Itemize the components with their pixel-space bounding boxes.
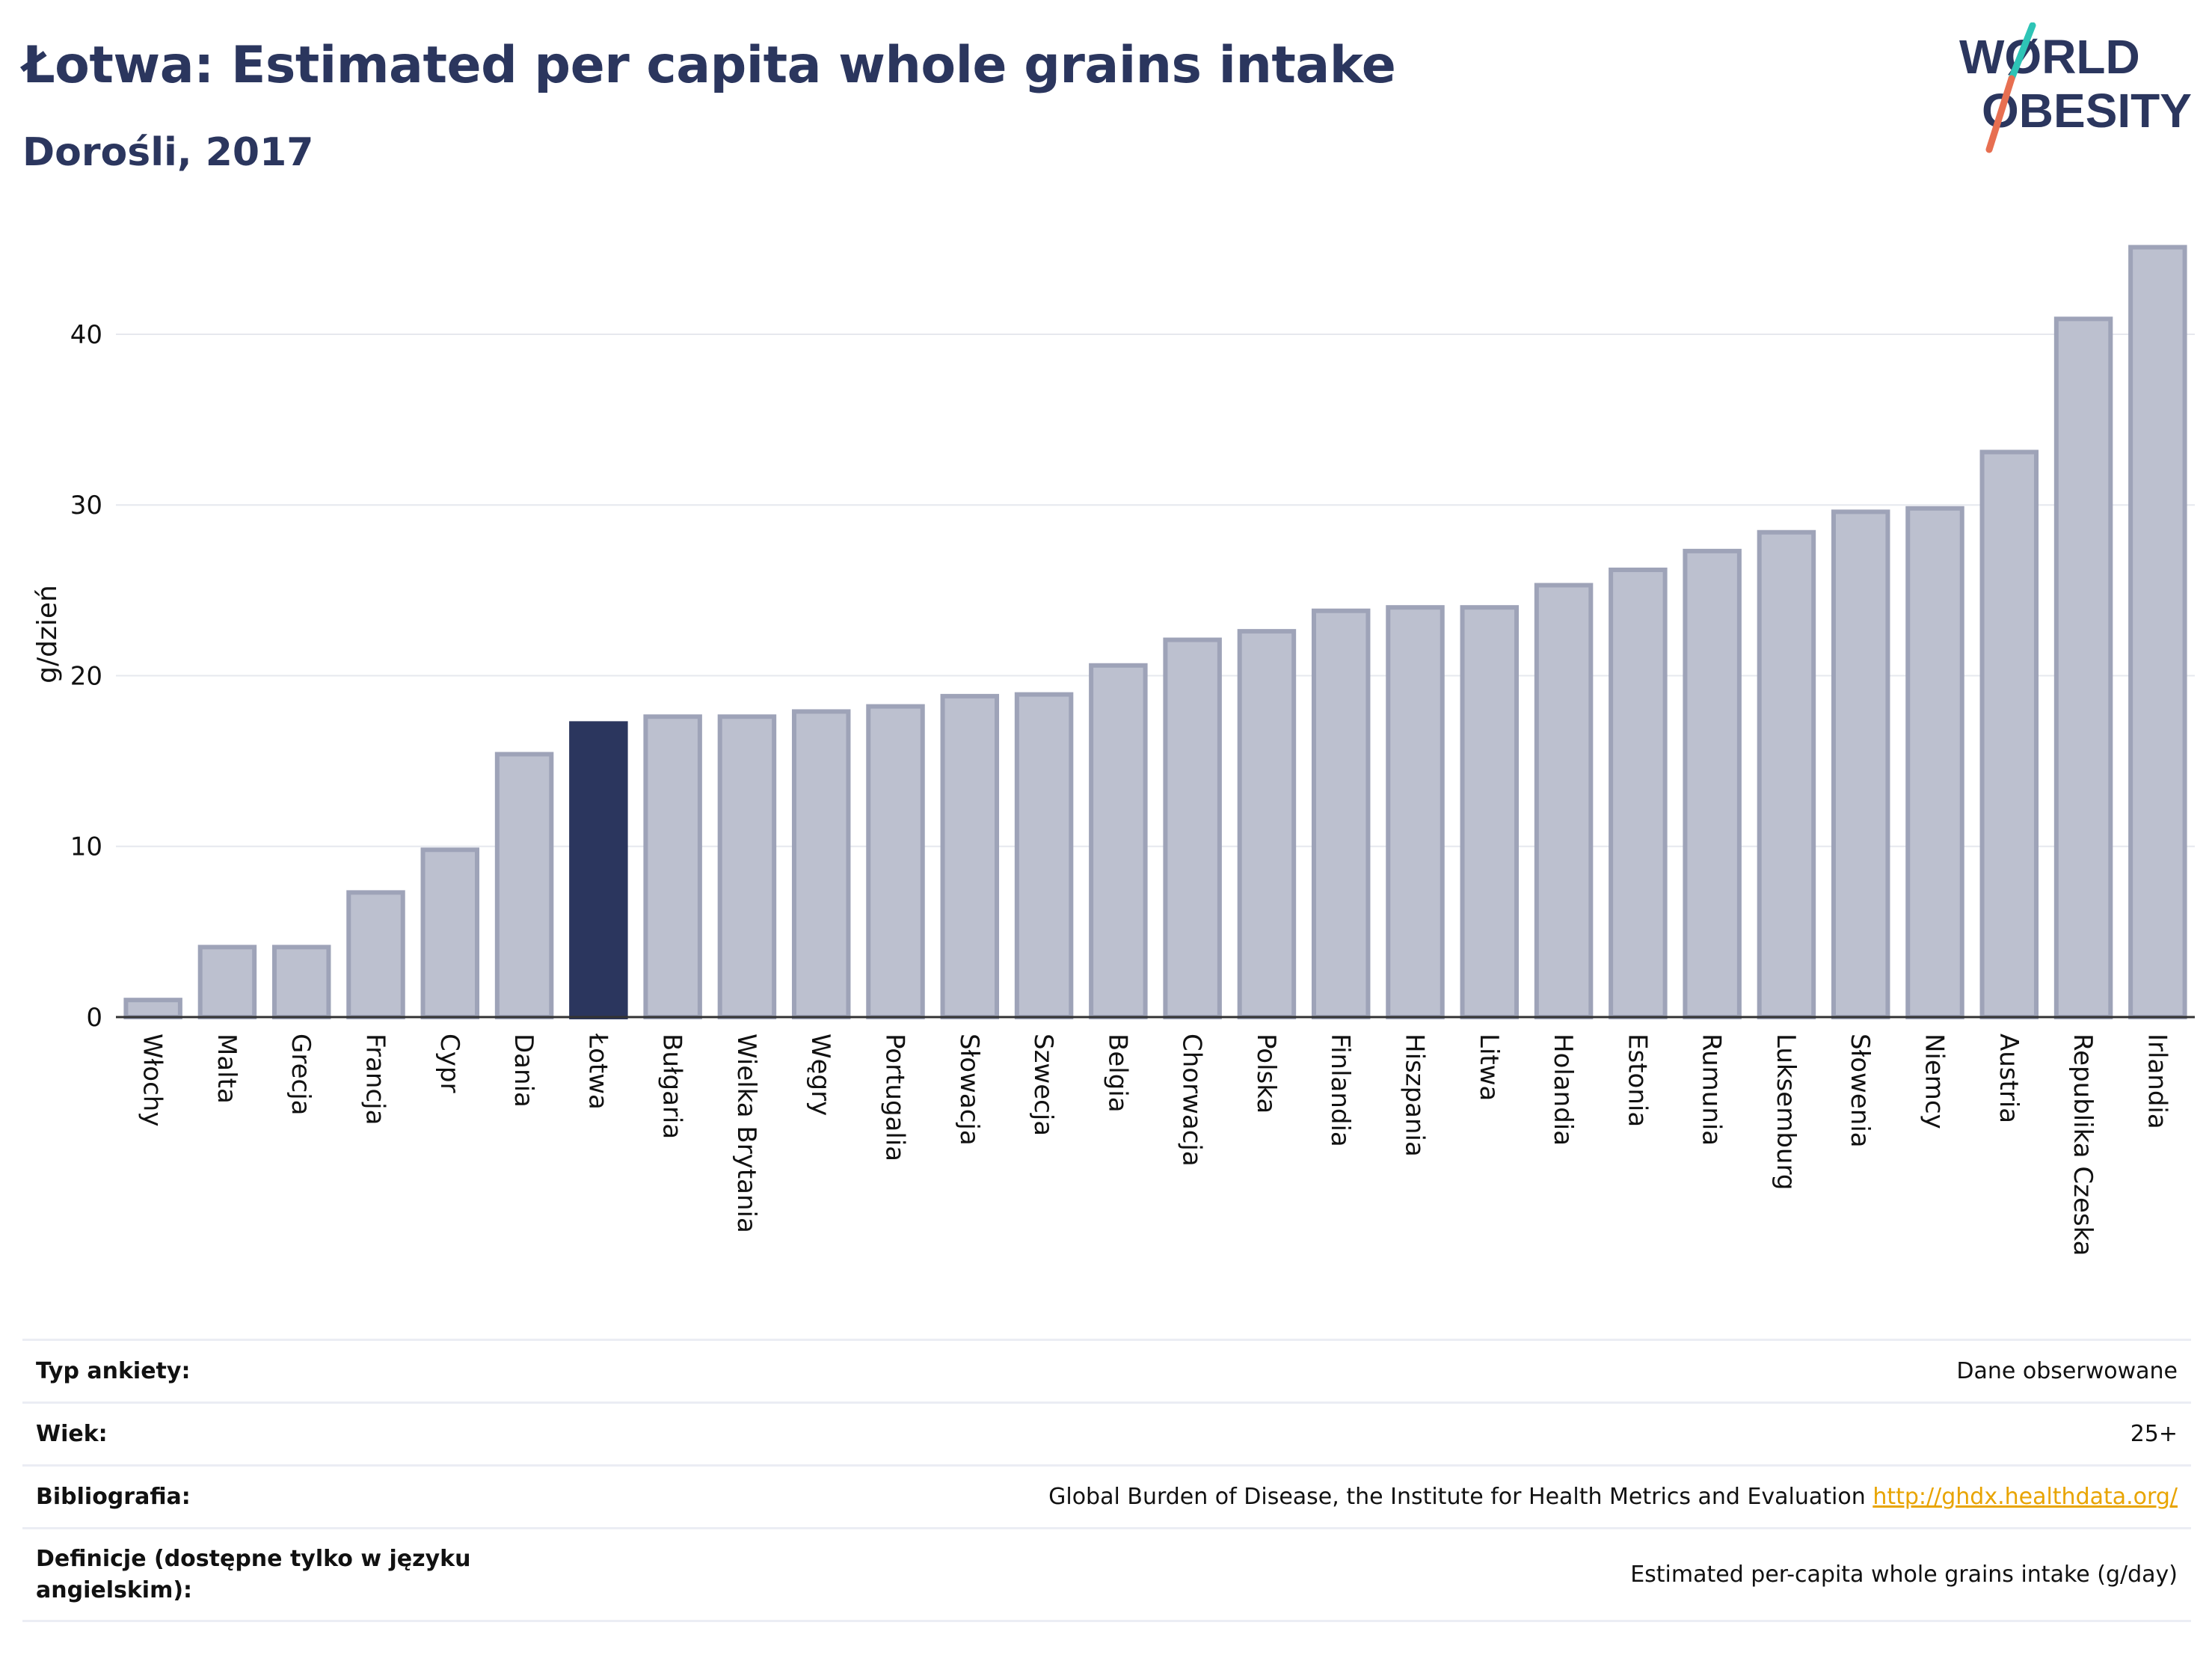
bar-hiszpania[interactable] — [1386, 605, 1445, 1019]
bar-chart: 0 10 20 30 40 Włochy Malta Grecja Francja Cypr Da… — [32, 245, 2195, 1256]
x-tick-label: Rumunia — [1697, 1034, 1727, 1146]
bar-irlandia[interactable] — [2128, 245, 2187, 1020]
x-tick-label: Cypr — [434, 1034, 464, 1093]
world-obesity-logo: WØRLD OBESITY — [1959, 22, 2192, 153]
bar-austria[interactable] — [1979, 449, 2039, 1019]
x-tick-label: Łotwa — [583, 1033, 612, 1110]
info-value: Estimated per-capita whole grains intake… — [1630, 1562, 2178, 1588]
bar-polska[interactable] — [1237, 629, 1297, 1019]
x-tick-label: Szwecja — [1028, 1034, 1058, 1136]
logo-line1: WØRLD — [1959, 30, 2140, 84]
bar-węgry[interactable] — [791, 709, 851, 1019]
bar-estonia[interactable] — [1609, 567, 1668, 1019]
x-tick-label: Wielka Brytania — [731, 1034, 761, 1233]
bar-portugalia[interactable] — [866, 704, 925, 1020]
info-row: Bibliografia: Global Burden of Disease, t… — [22, 1465, 2191, 1529]
bar-wielka-brytania[interactable] — [717, 714, 777, 1019]
y-tick-label: 30 — [70, 491, 102, 521]
x-tick-label: Luksemburg — [1771, 1034, 1801, 1190]
bar-litwa[interactable] — [1460, 605, 1520, 1019]
bar-niemcy[interactable] — [1905, 506, 1964, 1019]
bar-belgia[interactable] — [1089, 663, 1148, 1019]
bars — [123, 245, 2187, 1020]
x-tick-label: Irlandia — [2142, 1034, 2172, 1129]
x-tick-label: Włochy — [138, 1034, 168, 1126]
logo-line2: OBESITY — [1982, 84, 2192, 138]
x-tick-label: Hiszpania — [1400, 1034, 1430, 1157]
chart-title: Łotwa: Estimated per capita whole grains… — [22, 36, 1396, 95]
bar-chorwacja[interactable] — [1163, 637, 1222, 1019]
bar-francja[interactable] — [346, 890, 405, 1019]
x-tick-label: Węgry — [805, 1034, 835, 1116]
bar-bułgaria[interactable] — [643, 714, 702, 1019]
info-table: Typ ankiety: Dane obserwowane Wiek: 25+ Bibl… — [22, 1339, 2191, 1622]
x-tick-label: Słowenia — [1845, 1034, 1875, 1148]
x-tick-label: Republika Czeska — [2068, 1034, 2098, 1256]
x-tick-label: Estonia — [1622, 1034, 1652, 1127]
x-tick-label: Holandia — [1548, 1034, 1578, 1146]
info-key: Typ ankiety: — [36, 1357, 191, 1384]
y-axis-label: g/dzień — [32, 585, 63, 684]
logo-slash-teal — [2008, 22, 2036, 82]
x-tick-label: Polska — [1251, 1034, 1281, 1114]
x-tick-label: Finlandia — [1325, 1034, 1355, 1147]
bar-holandia[interactable] — [1534, 583, 1594, 1019]
x-tick-label: Portugalia — [880, 1034, 910, 1161]
x-tick-label: Litwa — [1474, 1034, 1504, 1101]
info-row: Typ ankiety: Dane obserwowane — [22, 1339, 2191, 1403]
x-tick-label: Francja — [360, 1034, 390, 1125]
info-row: Wiek: 25+ — [22, 1402, 2191, 1466]
x-tick-label: Słowacja — [954, 1034, 984, 1146]
bar-szwecja[interactable] — [1014, 692, 1074, 1020]
y-tick-label: 40 — [70, 320, 102, 350]
x-tick-label: Bułgaria — [657, 1034, 687, 1139]
info-value: Global Burden of Disease, the Institute … — [1048, 1484, 2178, 1510]
logo-slash-coral — [1985, 75, 2015, 153]
info-key: Bibliografia: — [36, 1483, 191, 1510]
info-key: Wiek: — [36, 1420, 108, 1447]
y-tick-label: 10 — [70, 832, 102, 862]
bar-dania[interactable] — [494, 752, 554, 1019]
x-tick-label: Dania — [509, 1034, 538, 1108]
bar-słowenia[interactable] — [1831, 509, 1890, 1019]
bar-malta[interactable] — [197, 945, 257, 1020]
bar-włochy[interactable] — [123, 998, 182, 1020]
bar-cypr[interactable] — [420, 847, 480, 1019]
bar-finlandia[interactable] — [1311, 608, 1371, 1019]
x-tick-label: Belgia — [1102, 1034, 1132, 1113]
info-row: Definicje (dostępne tylko w języku angie… — [22, 1528, 2191, 1621]
y-tick-labels: 0 10 20 30 40 — [70, 320, 102, 1033]
bar-rumunia[interactable] — [1683, 548, 1742, 1019]
info-value: 25+ — [2130, 1421, 2178, 1447]
x-tick-label: Austria — [1994, 1034, 2024, 1123]
bar-słowacja[interactable] — [940, 693, 1000, 1019]
y-tick-label: 0 — [86, 1003, 102, 1033]
chart-subtitle: Dorośli, 2017 — [22, 130, 314, 175]
info-value: Dane obserwowane — [1956, 1358, 2178, 1384]
bar-luksemburg[interactable] — [1757, 529, 1816, 1019]
x-tick-label: Grecja — [286, 1034, 316, 1115]
x-tick-labels: Włochy Malta Grecja Francja Cypr Dania Łotwa Bu… — [138, 1033, 2172, 1256]
source-link[interactable]: http://ghdx.healthdata.org/ — [1872, 1484, 2178, 1510]
x-tick-label: Malta — [212, 1034, 242, 1104]
info-key: Definicje (dostępne tylko w języku angie… — [36, 1545, 471, 1603]
x-tick-label: Niemcy — [1920, 1034, 1950, 1129]
bar-republika-czeska[interactable] — [2053, 316, 2113, 1020]
y-tick-label: 20 — [70, 661, 102, 691]
bar-łotwa[interactable] — [569, 721, 628, 1019]
bar-grecja[interactable] — [271, 945, 331, 1020]
x-tick-label: Chorwacja — [1177, 1034, 1207, 1167]
